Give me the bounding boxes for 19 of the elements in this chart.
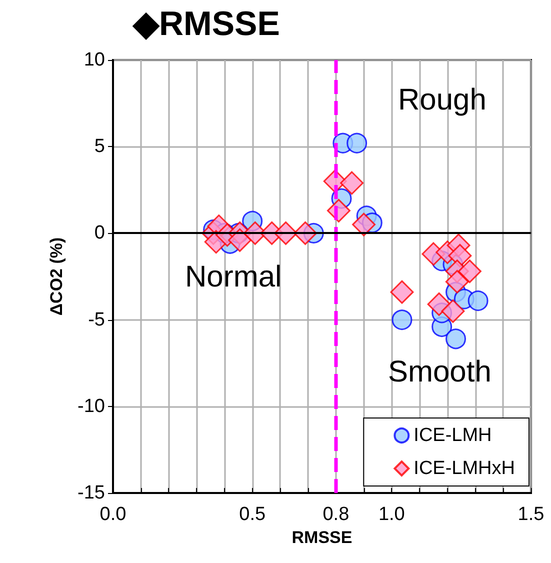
y-tick-label: 5 bbox=[94, 136, 105, 158]
y-tick-label: -5 bbox=[88, 309, 105, 330]
annotation: Normal bbox=[185, 260, 282, 294]
x-tick-label: 0.5 bbox=[239, 504, 266, 525]
x-tick-label: 0.0 bbox=[100, 504, 126, 525]
annotation: Smooth bbox=[388, 356, 492, 388]
y-tick-label: -10 bbox=[78, 396, 105, 417]
y-axis-title: ΔCO2 (%) bbox=[47, 237, 66, 316]
y-tick-label: 10 bbox=[84, 50, 105, 70]
legend-label: ICE-LMH bbox=[414, 425, 492, 446]
x-tick-label: 0.8 bbox=[322, 504, 350, 525]
x-axis-title: RMSSE bbox=[292, 528, 352, 547]
annotation: Rough bbox=[398, 84, 486, 116]
x-tick-label: 1.0 bbox=[378, 504, 405, 525]
y-tick-label: -15 bbox=[78, 482, 105, 504]
chart-title: ◆RMSSE bbox=[132, 5, 280, 43]
y-tick-label: 0 bbox=[94, 222, 105, 244]
x-tick-label: 1.5 bbox=[518, 504, 544, 525]
legend-label: ICE-LMHxH bbox=[414, 458, 516, 479]
